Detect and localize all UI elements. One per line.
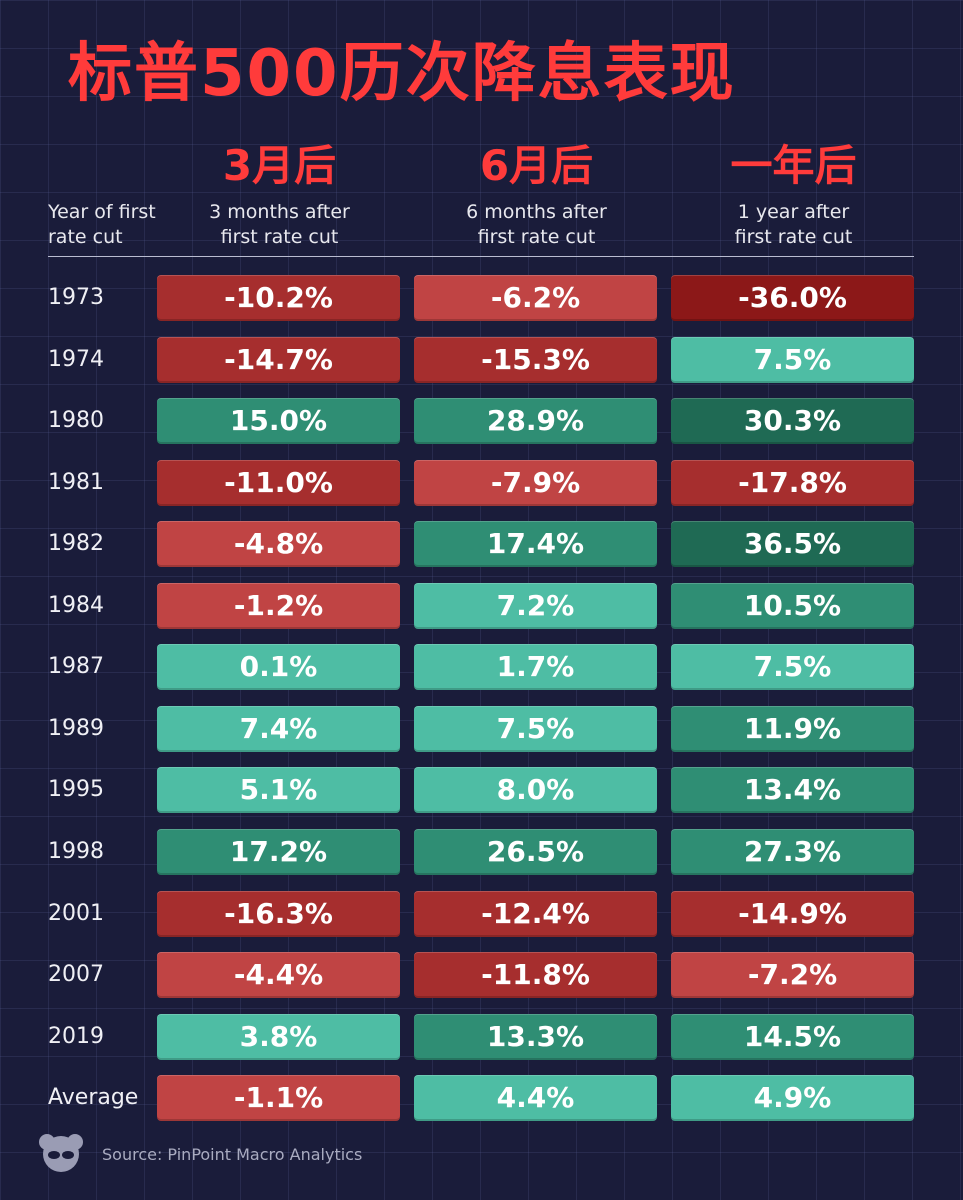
- cell-1982-3m: -4.8%: [157, 521, 400, 567]
- column-header-en-3m: 3 months after first rate cut: [157, 200, 402, 250]
- row-label-1995: 1995: [48, 777, 104, 802]
- cell-average-1y: 4.9%: [671, 1075, 914, 1121]
- row-label-2019: 2019: [48, 1024, 104, 1049]
- cell-1981-3m: -11.0%: [157, 460, 400, 506]
- cell-1981-6m: -7.9%: [414, 460, 657, 506]
- cell-1980-1y: 30.3%: [671, 398, 914, 444]
- year-column-header: Year of first rate cut: [48, 201, 156, 248]
- header-divider: [48, 256, 914, 257]
- cell-1984-3m: -1.2%: [157, 583, 400, 629]
- column-header-en-1y-line2: first rate cut: [734, 226, 853, 248]
- column-header-cn-1y: 一年后: [730, 141, 857, 190]
- cell-1989-3m: 7.4%: [157, 706, 400, 752]
- cell-1980-6m: 28.9%: [414, 398, 657, 444]
- cell-1987-3m: 0.1%: [157, 644, 400, 690]
- row-label-1998: 1998: [48, 839, 104, 864]
- row-label-1984: 1984: [48, 593, 104, 618]
- cell-1973-1y: -36.0%: [671, 275, 914, 321]
- column-header-en-3m-line1: 3 months after: [209, 201, 350, 223]
- cell-2019-3m: 3.8%: [157, 1014, 400, 1060]
- row-label-1973: 1973: [48, 285, 104, 310]
- cell-2019-6m: 13.3%: [414, 1014, 657, 1060]
- column-header-en-6m-line2: first rate cut: [477, 226, 596, 248]
- cell-2019-1y: 14.5%: [671, 1014, 914, 1060]
- cell-2007-6m: -11.8%: [414, 952, 657, 998]
- cell-2001-1y: -14.9%: [671, 891, 914, 937]
- source-text: Source: PinPoint Macro Analytics: [102, 1144, 363, 1164]
- cell-1980-3m: 15.0%: [157, 398, 400, 444]
- column-header-cn-6m: 6月后: [479, 141, 594, 190]
- cell-1998-3m: 17.2%: [157, 829, 400, 875]
- cell-1998-6m: 26.5%: [414, 829, 657, 875]
- cell-1981-1y: -17.8%: [671, 460, 914, 506]
- cell-1995-1y: 13.4%: [671, 767, 914, 813]
- column-header-en-3m-line2: first rate cut: [220, 226, 339, 248]
- column-header-en-6m: 6 months after first rate cut: [414, 200, 659, 250]
- cell-1973-3m: -10.2%: [157, 275, 400, 321]
- column-header-en-1y: 1 year after first rate cut: [671, 200, 916, 250]
- cell-2007-1y: -7.2%: [671, 952, 914, 998]
- row-label-2007: 2007: [48, 962, 104, 987]
- page-title: 标普500历次降息表现: [68, 37, 736, 111]
- cell-1974-1y: 7.5%: [671, 337, 914, 383]
- cell-1984-6m: 7.2%: [414, 583, 657, 629]
- cell-1973-6m: -6.2%: [414, 275, 657, 321]
- pinpoint-logo-icon: [39, 1134, 83, 1172]
- row-label-2001: 2001: [48, 901, 104, 926]
- cell-1987-6m: 1.7%: [414, 644, 657, 690]
- row-label-average: Average: [48, 1085, 139, 1110]
- cell-1982-1y: 36.5%: [671, 521, 914, 567]
- cell-1989-6m: 7.5%: [414, 706, 657, 752]
- cell-1995-6m: 8.0%: [414, 767, 657, 813]
- column-header-cn-3m: 3月后: [222, 141, 337, 190]
- row-label-1981: 1981: [48, 470, 104, 495]
- cell-2001-6m: -12.4%: [414, 891, 657, 937]
- cell-1974-6m: -15.3%: [414, 337, 657, 383]
- cell-1982-6m: 17.4%: [414, 521, 657, 567]
- cell-1995-3m: 5.1%: [157, 767, 400, 813]
- cell-1984-1y: 10.5%: [671, 583, 914, 629]
- source-footer: Source: PinPoint Macro Analytics: [38, 1132, 362, 1176]
- cell-1974-3m: -14.7%: [157, 337, 400, 383]
- row-label-1980: 1980: [48, 408, 104, 433]
- row-label-1982: 1982: [48, 531, 104, 556]
- row-label-1989: 1989: [48, 716, 104, 741]
- cell-1989-1y: 11.9%: [671, 706, 914, 752]
- cell-2001-3m: -16.3%: [157, 891, 400, 937]
- cell-1998-1y: 27.3%: [671, 829, 914, 875]
- cell-average-3m: -1.1%: [157, 1075, 400, 1121]
- cell-average-6m: 4.4%: [414, 1075, 657, 1121]
- column-header-en-6m-line1: 6 months after: [466, 201, 607, 223]
- row-label-1974: 1974: [48, 347, 104, 372]
- column-header-en-1y-line1: 1 year after: [737, 201, 850, 223]
- cell-2007-3m: -4.4%: [157, 952, 400, 998]
- cell-1987-1y: 7.5%: [671, 644, 914, 690]
- row-label-1987: 1987: [48, 654, 104, 679]
